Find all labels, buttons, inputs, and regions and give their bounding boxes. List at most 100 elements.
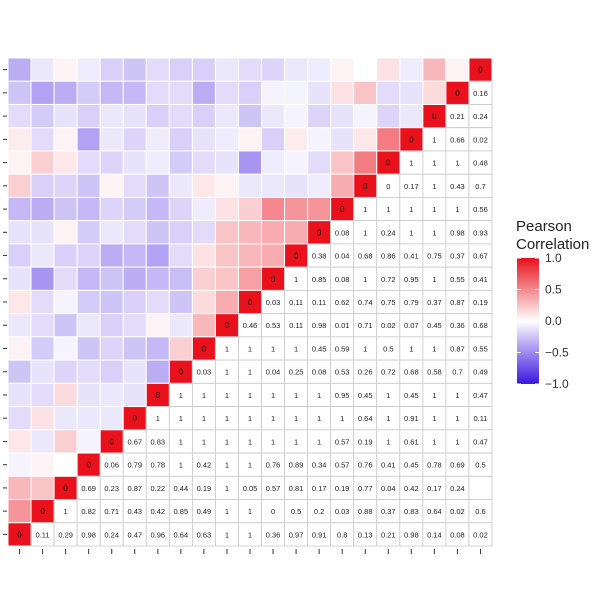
pvalue-label: 0.17: [312, 484, 327, 493]
correlation-cell: [7, 452, 32, 477]
diagonal-label: 0: [386, 159, 391, 168]
pvalue-label: 0.57: [266, 484, 281, 493]
correlation-cell: [7, 127, 32, 152]
legend-tick-label: 0.0: [545, 314, 562, 328]
pvalue-label: 0.24: [473, 112, 488, 121]
pvalue-label: 1: [340, 414, 344, 423]
correlation-cell: [145, 173, 170, 198]
correlation-cell: [7, 313, 32, 338]
pvalue-label: 1: [156, 414, 160, 423]
pvalue-label: 1: [294, 275, 298, 284]
pvalue-label: 1: [363, 228, 367, 237]
pvalue-label: 0.75: [427, 252, 442, 261]
correlation-cell: [7, 196, 32, 222]
correlation-cell: [168, 266, 193, 291]
pvalue-label: 0.63: [197, 530, 212, 539]
pvalue-label: 0.47: [127, 530, 142, 539]
pvalue-label: 0.17: [427, 484, 442, 493]
correlation-cell: [30, 173, 55, 198]
pvalue-label: 0.08: [335, 275, 350, 284]
correlation-cell: [76, 243, 101, 268]
pvalue-label: 0.71: [104, 507, 119, 516]
pvalue-label: 1: [455, 205, 459, 214]
correlation-cell: [168, 313, 193, 338]
pvalue-label: 0.98: [404, 530, 419, 539]
pvalue-label: 1: [271, 344, 275, 353]
pvalue-label: 1: [248, 461, 252, 470]
correlation-cell: [53, 127, 78, 152]
correlation-cell: [7, 499, 32, 524]
pvalue-label: 0.38: [312, 252, 327, 261]
pvalue-label: 0.45: [312, 344, 327, 353]
pvalue-label: 0.68: [358, 252, 373, 261]
pvalue-label: 0.19: [197, 484, 212, 493]
correlation-cell: [99, 289, 124, 315]
correlation-cell: [122, 150, 147, 175]
pvalue-label: 0.53: [266, 321, 281, 330]
correlation-cell: [53, 359, 78, 384]
pvalue-label: 0.64: [174, 530, 189, 539]
correlation-cell: [122, 382, 147, 408]
correlation-cell: [99, 127, 124, 152]
pvalue-label: 0.11: [36, 530, 50, 539]
pvalue-label: 0.79: [127, 461, 142, 470]
pvalue-label: 0.34: [312, 461, 327, 470]
correlation-cell: [122, 243, 147, 268]
correlation-cell: [399, 80, 424, 105]
pvalue-label: 1: [179, 461, 183, 470]
pvalue-label: 1: [294, 391, 298, 400]
correlation-cell: [30, 150, 55, 175]
pvalue-label: 1: [248, 414, 252, 423]
correlation-cell: [99, 150, 124, 175]
diagonal-label: 0: [156, 391, 161, 400]
correlation-cell: [214, 173, 239, 198]
pvalue-label: 1: [202, 437, 206, 446]
pvalue-label: 0.22: [151, 484, 166, 493]
pvalue-label: 1: [317, 414, 321, 423]
pvalue-label: 0.43: [127, 507, 142, 516]
correlation-cell: [53, 150, 78, 175]
correlation-cell: [53, 266, 78, 291]
legend-title-line2: Correlation: [516, 236, 590, 253]
pvalue-label: 0.78: [151, 461, 166, 470]
correlation-cell: [376, 103, 401, 129]
pvalue-label: 0.36: [450, 321, 465, 330]
pvalue-label: 0.14: [427, 530, 442, 539]
pvalue-label: 0.98: [81, 530, 96, 539]
correlation-cell: [99, 313, 124, 338]
pvalue-label: 1: [179, 414, 183, 423]
diagonal-label: 0: [133, 414, 138, 423]
correlation-cell: [168, 289, 193, 315]
correlation-cell: [284, 196, 309, 222]
diagonal-label: 0: [317, 228, 322, 237]
pvalue-label: 1: [225, 391, 229, 400]
correlation-cell: [307, 103, 332, 129]
correlation-cell: [168, 196, 193, 222]
correlation-cell: [53, 313, 78, 338]
correlation-cell: [76, 289, 101, 315]
correlation-cell: [53, 80, 78, 105]
correlation-cell: [261, 150, 286, 175]
pvalue-label: 0.08: [450, 530, 465, 539]
pvalue-label: 0.72: [381, 275, 396, 284]
pvalue-label: 1: [363, 205, 367, 214]
correlation-cell: [53, 57, 78, 82]
pvalue-label: 0.5: [475, 461, 485, 470]
correlation-cell: [214, 57, 239, 82]
pvalue-label: 0.45: [358, 391, 373, 400]
correlation-cell: [376, 80, 401, 105]
correlation-cell: [7, 220, 32, 245]
pvalue-label: 0.78: [427, 461, 442, 470]
pvalue-label: 1: [386, 205, 390, 214]
pvalue-label: 1: [432, 228, 436, 237]
correlation-cell: [191, 173, 216, 198]
pvalue-label: 0.24: [381, 228, 396, 237]
correlation-cell: [76, 406, 101, 431]
pvalue-label: 0.98: [312, 321, 327, 330]
pvalue-label: 0.04: [335, 252, 350, 261]
diagonal-label: 0: [86, 461, 91, 470]
correlation-cell: [261, 80, 286, 105]
pvalue-label: 1: [432, 437, 436, 446]
correlation-cell: [214, 220, 239, 245]
correlation-cell: [30, 289, 55, 315]
